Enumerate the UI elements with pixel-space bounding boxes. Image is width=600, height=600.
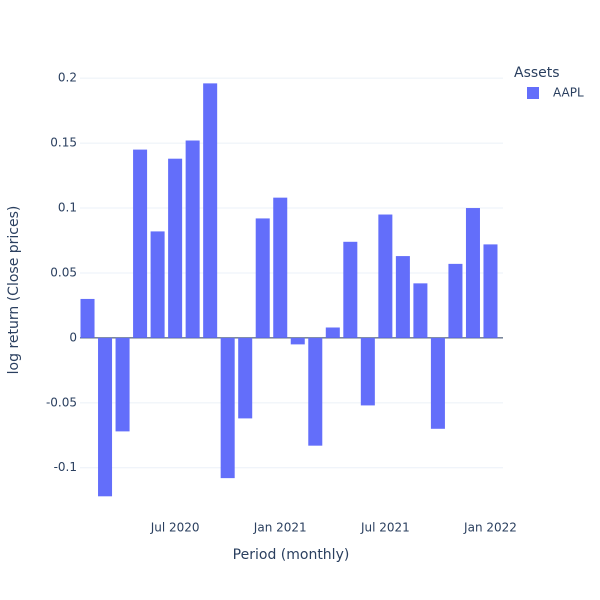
bar <box>168 158 183 338</box>
y-tick-label: 0 <box>69 330 77 344</box>
legend-swatch <box>527 87 539 99</box>
bar <box>325 327 340 338</box>
bar <box>430 337 445 429</box>
y-tick-label: -0.1 <box>54 460 77 474</box>
bar <box>360 337 375 406</box>
bar <box>203 83 218 338</box>
bar <box>290 337 305 345</box>
y-tick-label: 0.1 <box>58 201 77 215</box>
bar <box>465 208 480 338</box>
y-tick-label: 0.15 <box>50 136 77 150</box>
bar <box>185 140 200 338</box>
bar <box>255 218 270 338</box>
bar <box>98 337 113 497</box>
bar <box>133 149 148 338</box>
y-axis-title: log return (Close prices) <box>6 206 22 375</box>
bar <box>308 337 323 446</box>
bar <box>395 256 410 338</box>
x-tick-label: Jan 2022 <box>463 521 517 535</box>
x-axis-title: Period (monthly) <box>233 547 350 563</box>
x-tick-label: Jul 2020 <box>150 521 200 535</box>
bar <box>378 214 393 338</box>
y-tick-label: 0.2 <box>58 71 77 85</box>
bar <box>150 231 165 338</box>
legend-title: Assets <box>514 65 560 81</box>
bar <box>343 241 358 338</box>
legend-label: AAPL <box>553 86 584 100</box>
y-tick-label: 0.05 <box>50 265 77 279</box>
bar <box>483 244 498 338</box>
bar <box>238 337 253 419</box>
bar <box>413 283 428 338</box>
x-tick-label: Jan 2021 <box>253 521 307 535</box>
x-tick-label: Jul 2021 <box>360 521 410 535</box>
y-tick-label: -0.05 <box>46 395 77 409</box>
bar <box>220 337 235 479</box>
bar <box>115 337 130 432</box>
bar <box>448 263 463 338</box>
bar <box>80 298 95 338</box>
bar <box>273 197 288 338</box>
